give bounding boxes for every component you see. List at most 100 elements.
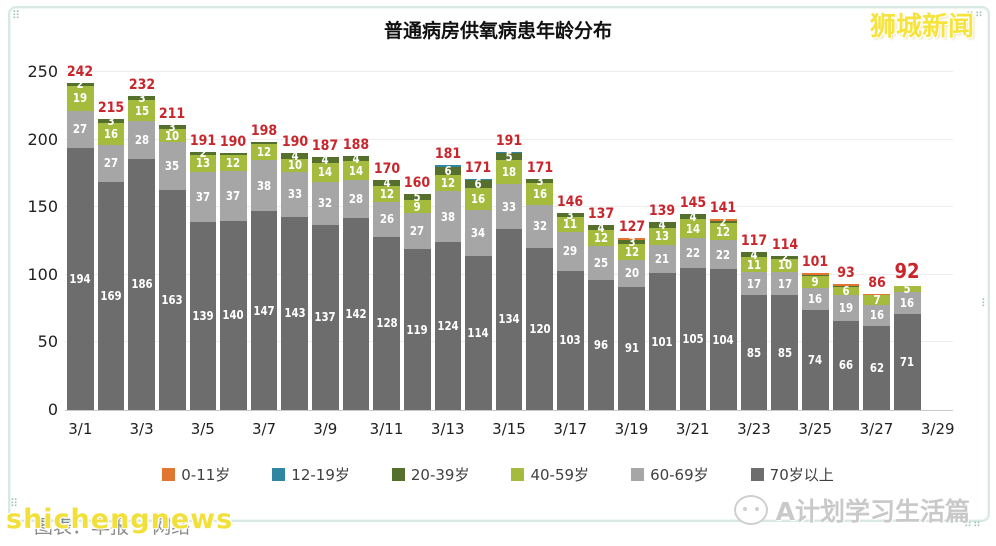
bar-segment: 4 bbox=[740, 249, 768, 261]
bar-segment: 9 bbox=[403, 200, 431, 213]
segment-value-label: 5 bbox=[413, 190, 421, 205]
segment-value-label: 37 bbox=[195, 190, 210, 205]
gridline bbox=[65, 138, 953, 140]
bar-3/8: 190 4 10 33 143 bbox=[279, 72, 310, 410]
bar-segment: 139 bbox=[189, 222, 217, 410]
segment-value-label: 85 bbox=[746, 345, 762, 360]
resize-handle-top-left[interactable]: ⠿ bbox=[12, 9, 22, 22]
total-label: 137 bbox=[587, 205, 615, 222]
bar-segment: 17 bbox=[771, 272, 798, 296]
legend-label: 20-39岁 bbox=[410, 466, 470, 484]
brand-watermark-top-right: 狮城新闻 bbox=[869, 12, 974, 42]
segment-value-label: 6 bbox=[444, 163, 452, 178]
bar-segment bbox=[495, 151, 523, 154]
bar-segment: 104 bbox=[710, 269, 737, 410]
x-tick-label: 3/3 bbox=[129, 420, 154, 438]
bar-3/22: 141 2 12 22 104 bbox=[708, 72, 739, 410]
segment-value-label: 9 bbox=[811, 275, 819, 290]
bar-3/25: 101 9 16 74 bbox=[800, 72, 831, 410]
bar-segment: 14 bbox=[312, 162, 339, 182]
bar-segment: 5 bbox=[893, 283, 921, 295]
bar-segment: 186 bbox=[128, 158, 155, 410]
bar-segment bbox=[434, 165, 462, 167]
resize-handle-top-right[interactable]: ⠶⠶ bbox=[965, 7, 984, 20]
segment-value-label: 3 bbox=[536, 173, 544, 188]
bar-segment: 103 bbox=[557, 270, 584, 410]
legend-label: 40-59岁 bbox=[530, 466, 590, 484]
resize-handle-bottom-left[interactable]: ⠿ bbox=[10, 497, 20, 510]
x-tick-label: 3/1 bbox=[68, 420, 93, 438]
bar-segment: 4 bbox=[342, 151, 370, 166]
bar-segment: 10 bbox=[281, 158, 308, 173]
segment-value-label: 7 bbox=[873, 292, 881, 307]
bar-segment: 96 bbox=[587, 280, 615, 410]
x-tick-label: 3/21 bbox=[675, 420, 710, 438]
x-tick-label: 3/15 bbox=[492, 420, 526, 438]
bar-segment: 142 bbox=[342, 218, 370, 410]
total-label: 127 bbox=[618, 219, 645, 236]
bar-segment: 143 bbox=[281, 216, 308, 410]
bar-segment: 105 bbox=[679, 268, 707, 410]
legend-label: 60-69岁 bbox=[650, 466, 709, 484]
bar-segment: 147 bbox=[250, 211, 278, 410]
bar-segment: 20 bbox=[618, 259, 645, 287]
segment-value-label: 16 bbox=[103, 127, 119, 142]
bar-segment: 11 bbox=[557, 216, 584, 232]
bar-3/28: 92 5 16 71 bbox=[892, 72, 923, 410]
segment-value-label: 34 bbox=[471, 225, 486, 240]
bar-segment: 101 bbox=[648, 273, 676, 410]
segment-value-label: 74 bbox=[808, 352, 823, 367]
segment-value-label: 134 bbox=[498, 312, 520, 327]
total-label: 190 bbox=[281, 134, 308, 151]
bar-3/18: 137 4 12 25 96 bbox=[586, 72, 617, 410]
bar-segment: 37 bbox=[189, 172, 217, 223]
bar-3/7: 198 12 38 147 bbox=[249, 72, 280, 410]
x-tick-label: 3/19 bbox=[614, 420, 649, 438]
bar-segment: 4 bbox=[312, 154, 339, 166]
bar-3/24: 114 2 10 17 85 bbox=[769, 72, 800, 410]
bar-segment: 7 bbox=[863, 292, 890, 307]
bar-segment: 124 bbox=[434, 242, 462, 410]
bar-3/12: 160 5 9 27 119 bbox=[402, 72, 433, 410]
bar-3/19: 127 3 12 20 91 bbox=[616, 72, 647, 410]
bar-segment bbox=[710, 219, 737, 221]
bar-segment: 16 bbox=[893, 292, 921, 315]
bar-3/16: 171 3 16 32 120 bbox=[524, 72, 555, 410]
segment-value-label: 27 bbox=[103, 156, 119, 171]
segment-value-label: 38 bbox=[440, 209, 455, 224]
bar-segment: 27 bbox=[403, 212, 431, 250]
bar-3/14: 171 6 16 34 114 bbox=[463, 72, 494, 410]
bar-segment bbox=[832, 285, 860, 287]
bar-segment: 16 bbox=[97, 123, 125, 146]
bar-segment: 37 bbox=[220, 170, 247, 221]
total-label: 145 bbox=[679, 194, 706, 211]
segment-value-label: 4 bbox=[291, 148, 299, 163]
x-tick-label: 3/25 bbox=[798, 420, 833, 438]
bar-segment: 3 bbox=[128, 92, 155, 104]
bar-segment: 4 bbox=[587, 222, 615, 234]
empty-slot bbox=[923, 72, 954, 410]
segment-value-label: 4 bbox=[352, 151, 360, 166]
x-tick-label: 3/11 bbox=[369, 420, 404, 438]
segment-value-label: 13 bbox=[195, 156, 210, 171]
x-tick-label: 3/29 bbox=[920, 420, 955, 438]
segment-value-label: 2 bbox=[199, 146, 207, 161]
bar-segment: 28 bbox=[342, 180, 370, 219]
bar-segment: 18 bbox=[495, 159, 523, 185]
resize-handle-right[interactable]: ⠇ bbox=[980, 297, 990, 310]
bar-segment: 2 bbox=[67, 78, 94, 90]
resize-handle-bottom-right[interactable]: ⠶⠶ bbox=[963, 517, 982, 530]
segment-value-label: 101 bbox=[651, 334, 673, 349]
segment-value-label: 147 bbox=[253, 303, 275, 318]
segment-value-label: 12 bbox=[716, 224, 731, 239]
bar-segment: 2 bbox=[710, 216, 737, 228]
bar-segment: 22 bbox=[710, 239, 737, 270]
total-label: 141 bbox=[710, 200, 737, 217]
bar-segment: 120 bbox=[526, 247, 553, 410]
total-label: 170 bbox=[373, 161, 400, 178]
bar-segment: 119 bbox=[403, 249, 431, 410]
segment-value-label: 142 bbox=[345, 307, 367, 322]
segment-value-label: 120 bbox=[529, 321, 551, 336]
bar-3/5: 191 2 13 37 139 bbox=[188, 72, 219, 410]
segment-value-label: 186 bbox=[130, 277, 153, 292]
